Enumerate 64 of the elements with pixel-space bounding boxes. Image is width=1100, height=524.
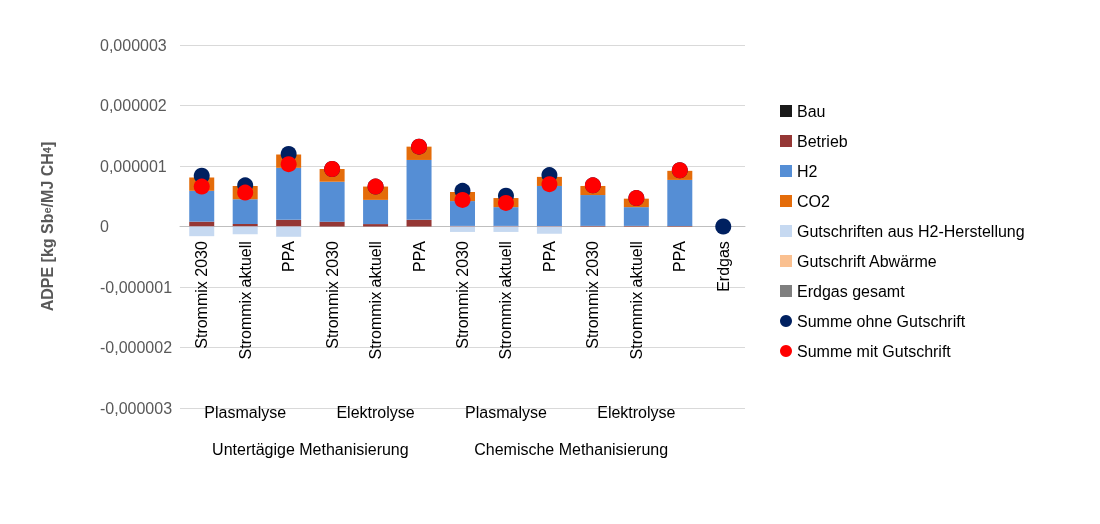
bar	[536, 226, 562, 234]
x-tick-label: PPA	[280, 240, 298, 272]
legend-label: Summe mit Gutschrift	[797, 342, 952, 360]
x-tick-label: Strommix aktuell	[627, 241, 645, 360]
point	[541, 176, 558, 193]
bar	[189, 226, 215, 237]
x-tick-label: Strommix 2030	[323, 241, 341, 349]
legend-label: Summe ohne Gutschrift	[797, 312, 966, 330]
bar	[536, 185, 562, 226]
annotation: Plasmalyse	[465, 404, 547, 422]
bar	[189, 221, 215, 227]
bar	[319, 181, 345, 222]
bar	[232, 199, 258, 225]
legend-label: CO2	[797, 192, 830, 210]
y-tick-label: -0,000001	[100, 278, 173, 296]
text: Untertägige Methanisierung	[212, 441, 409, 459]
point	[454, 191, 471, 208]
legend-label: Erdgas gesamt	[797, 282, 906, 300]
point	[193, 178, 210, 195]
x-tick-label: PPA	[540, 240, 558, 272]
bar	[276, 226, 302, 237]
y-tick-label: -0,000003	[100, 399, 173, 417]
x-tick-label: Strommix 2030	[193, 241, 211, 349]
bar	[623, 207, 649, 226]
legend-label: Gutschrift Abwärme	[797, 252, 937, 270]
bar	[493, 207, 519, 226]
x-tick-label: Strommix aktuell	[367, 241, 385, 360]
y-tick-label: -0,000002	[100, 339, 173, 356]
x-tick-label: Strommix aktuell	[236, 241, 254, 360]
bar	[493, 226, 519, 232]
annotation: Elektrolyse	[597, 404, 676, 422]
x-tick-label: PPA	[410, 240, 428, 272]
point	[715, 218, 732, 235]
legend-label: H2	[797, 162, 818, 180]
bar	[232, 224, 258, 227]
x-tick-label: Strommix aktuell	[497, 241, 515, 360]
x-tick-label: Erdgas	[714, 241, 732, 292]
bar	[276, 219, 302, 227]
bar	[667, 179, 693, 226]
bar	[276, 167, 302, 220]
bar	[189, 190, 215, 222]
x-tick-label: PPA	[671, 240, 689, 272]
text: Chemische Methanisierung	[474, 441, 669, 459]
y-tick-label: 0,000002	[100, 97, 167, 114]
point	[237, 184, 254, 201]
legend-label: Gutschriften aus H2-Herstellung	[797, 222, 1025, 240]
bar	[363, 224, 389, 227]
y-tick-label: 0	[100, 218, 109, 235]
y-tick-label: 0,000003	[100, 36, 167, 54]
annotation: Elektrolyse	[336, 404, 415, 422]
bar	[450, 226, 475, 232]
bar	[319, 221, 345, 227]
x-tick-label: Strommix 2030	[454, 241, 471, 349]
bar	[580, 195, 606, 226]
annotation: Plasmalyse	[204, 404, 287, 422]
point	[497, 194, 514, 211]
x-tick-label: Strommix 2030	[584, 241, 602, 349]
bar	[406, 159, 432, 220]
legend-label: Bau	[797, 102, 826, 120]
bar	[363, 199, 389, 225]
bar	[406, 219, 432, 227]
legend-label: Betrieb	[797, 132, 848, 150]
point	[280, 156, 297, 173]
y-tick-label: 0,000001	[100, 157, 167, 175]
